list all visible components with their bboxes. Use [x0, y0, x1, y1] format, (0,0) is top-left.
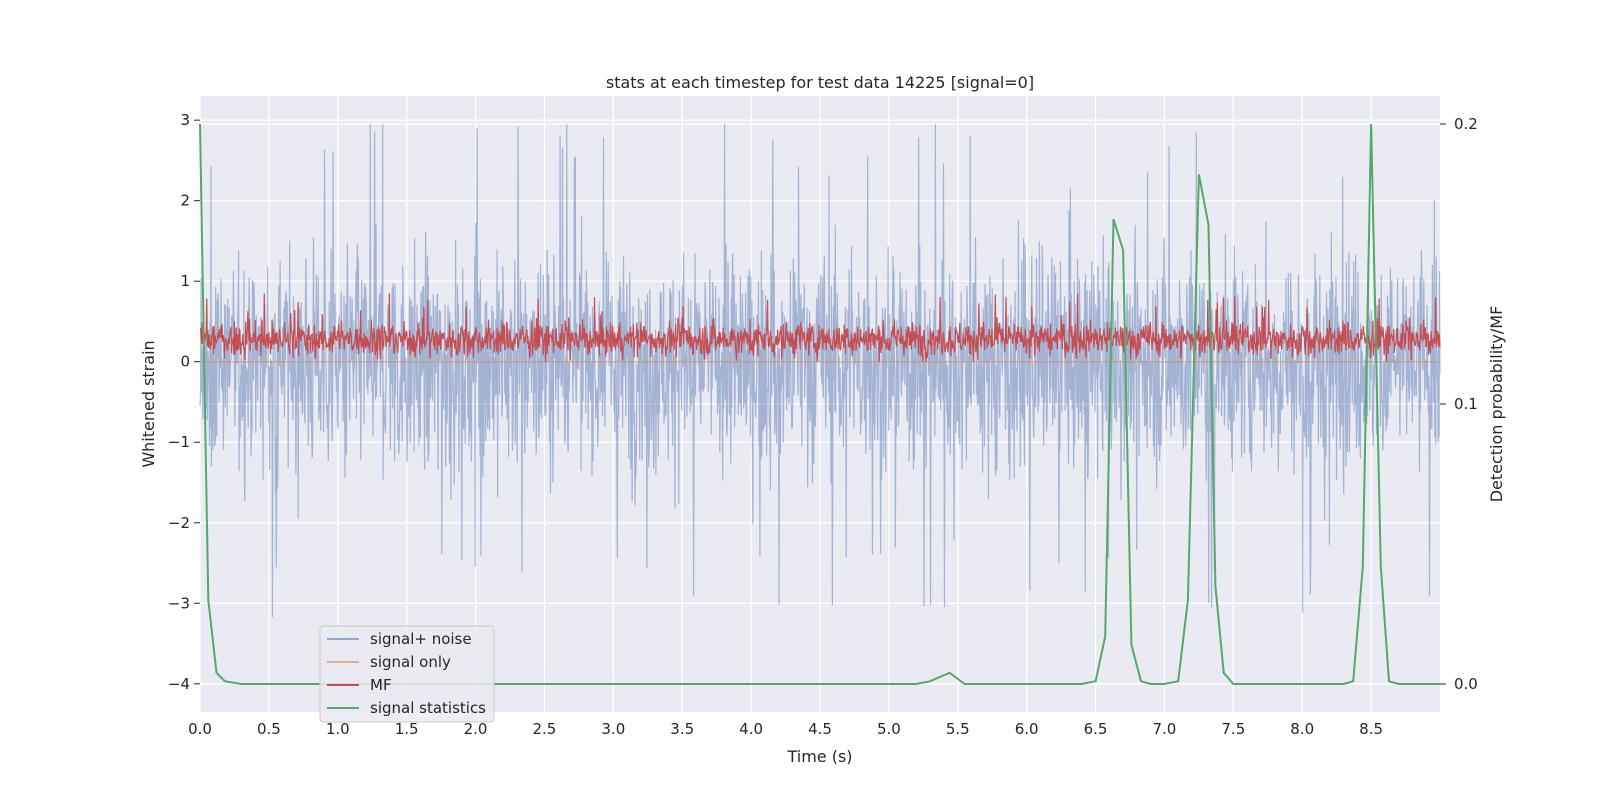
y-right-tick-label: 0.1 [1454, 395, 1478, 413]
y-right-tick-label: 0.0 [1454, 675, 1478, 693]
series-signal-noise [199, 124, 1441, 618]
x-tick-label: 6.5 [1084, 720, 1108, 738]
legend-label-mf: MF [370, 676, 392, 694]
y-left-tick-label: 2 [180, 192, 190, 210]
x-tick-label: 4.5 [808, 720, 832, 738]
x-tick-label: 1.5 [395, 720, 419, 738]
x-tick-label: 6.0 [1015, 720, 1039, 738]
y-left-tick-label: −4 [168, 675, 190, 693]
x-tick-label: 0.0 [188, 720, 212, 738]
y-left-tick-label: −1 [168, 433, 190, 451]
legend-box [319, 625, 495, 723]
y-right-axis-ticks: 0.0 0.1 0.2 [1440, 115, 1478, 693]
x-axis-ticks: 0.0 0.5 1.0 1.5 2.0 2.5 3.0 3.5 4.0 4.5 5.0 5.5 6.0 6… [188, 720, 1383, 738]
x-tick-label: 0.5 [257, 720, 281, 738]
x-tick-label: 3.0 [601, 720, 625, 738]
y-right-axis-label: Detection probability/MF [1487, 306, 1506, 503]
y-left-axis-label: Whitened strain [139, 340, 158, 467]
y-left-tick-label: 0 [180, 353, 190, 371]
y-left-tick-label: −2 [168, 514, 190, 532]
y-right-tick-label: 0.2 [1454, 115, 1478, 133]
x-tick-label: 3.5 [670, 720, 694, 738]
x-tick-label: 7.0 [1153, 720, 1177, 738]
x-tick-label: 5.5 [946, 720, 970, 738]
series-mf [199, 293, 1441, 362]
x-tick-label: 7.5 [1221, 720, 1245, 738]
x-tick-label: 2.5 [533, 720, 557, 738]
legend-label-signal-only: signal only [370, 653, 451, 671]
x-tick-label: 8.0 [1290, 720, 1314, 738]
legend: signal+ noise signal only MF signal stat… [319, 625, 495, 723]
x-tick-label: 8.5 [1359, 720, 1383, 738]
mf-line [199, 293, 1441, 362]
y-left-tick-label: 1 [180, 272, 190, 290]
chart-title: stats at each timestep for test data 142… [606, 73, 1034, 92]
noise-line [199, 124, 1441, 618]
legend-label-stats: signal statistics [370, 699, 486, 717]
x-tick-label: 5.0 [877, 720, 901, 738]
legend-label-noise: signal+ noise [370, 630, 472, 648]
y-left-axis-ticks: −4 −3 −2 −1 0 1 2 3 [168, 111, 200, 693]
x-tick-label: 1.0 [326, 720, 350, 738]
x-tick-label: 4.0 [739, 720, 763, 738]
y-left-tick-label: −3 [168, 594, 190, 612]
x-tick-label: 2.0 [464, 720, 488, 738]
x-axis-label: Time (s) [786, 747, 852, 766]
y-left-tick-label: 3 [180, 111, 190, 129]
